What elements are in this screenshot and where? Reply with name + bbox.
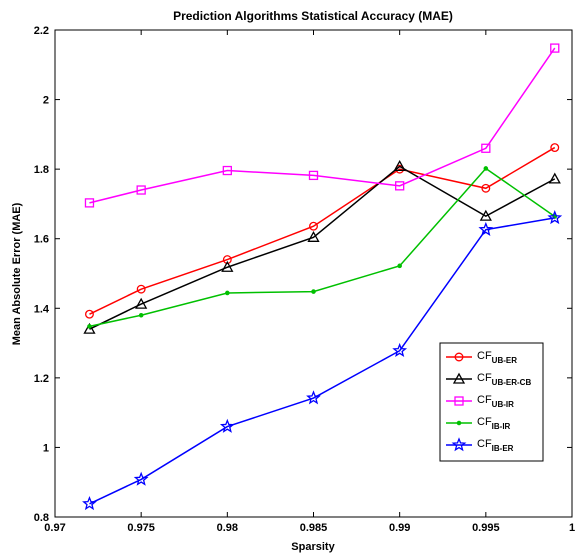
data-point [306,390,321,405]
x-tick-label: 0.975 [127,522,155,534]
data-point [548,172,561,184]
data-point [481,183,491,193]
data-point [83,322,96,334]
data-point [550,143,560,153]
y-tick-label: 2.2 [34,25,49,37]
x-tick-label: 0.98 [217,522,238,534]
x-tick-label: 0.995 [472,522,500,534]
series-line [89,217,555,505]
data-point [219,418,235,433]
y-tick-label: 1.8 [34,164,49,176]
x-tick-label: 0.99 [389,522,410,534]
legend-entry: CFIB-IR [477,416,511,431]
legend-marker [452,372,466,384]
data-point [87,324,92,329]
series-ib-ir [87,166,558,329]
x-tick-label: 0.97 [44,522,65,534]
data-point [85,309,94,319]
legend-entry: CFIB-ER [477,438,514,453]
axis-ticks: 0.97 0.975 0.98 0.985 0.99 0.995 1 0.8 1 1.2 1.4 1.… [34,25,575,534]
data-point [483,166,489,171]
chart-title: Prediction Algorithms Statistical Accura… [173,9,453,23]
data-point [82,495,97,511]
y-axis-label: Mean Absolute Error (MAE) [11,202,23,345]
series-line [89,146,556,315]
data-point [225,290,230,296]
data-point [309,221,318,231]
y-tick-label: 1.4 [34,303,50,315]
series-ub-ir [84,43,560,208]
data-point [478,221,494,236]
series-ib-er [82,210,563,511]
data-point [392,342,408,358]
y-tick-label: 1.6 [34,234,49,246]
legend-box [439,342,544,462]
series-line [89,47,556,204]
x-tick-label: 1 [569,522,575,534]
data-point [395,181,405,191]
legend-marker [451,437,467,452]
data-point [397,263,402,269]
data-point [222,165,232,176]
series-line [89,165,556,330]
x-axis-label: Sparsity [291,541,335,553]
series-ub-er-cb [83,160,561,334]
data-point [136,284,146,294]
data-point [135,297,148,309]
legend-marker [456,420,462,426]
data-point [307,230,320,242]
legend-entry: CFUB-IR [477,394,514,409]
legend-marker [454,352,464,362]
data-point [550,43,560,53]
y-tick-label: 0.8 [34,512,49,524]
data-point [308,170,319,181]
data-point [136,185,146,195]
legend-marker [454,396,464,406]
data-point [481,143,491,153]
data-point [547,210,563,225]
data-point [138,312,144,318]
legend-entry: CFUB-ER [477,350,517,365]
data-point [393,160,406,172]
data-point [84,198,95,208]
y-tick-label: 1 [43,442,49,454]
legend-entry: CFUB-ER-CB [477,372,531,387]
x-tick-label: 0.985 [300,522,328,534]
data-point [221,260,234,272]
y-tick-label: 2 [43,95,49,107]
y-tick-label: 1.2 [34,373,49,385]
data-point [133,471,149,486]
legend: CFUB-ER CFUB-ER-CB CFUB-IR CFIB-IR CFIB-ER [439,342,544,462]
data-point [479,209,492,221]
data-point [311,289,316,294]
series-layer [82,43,563,511]
